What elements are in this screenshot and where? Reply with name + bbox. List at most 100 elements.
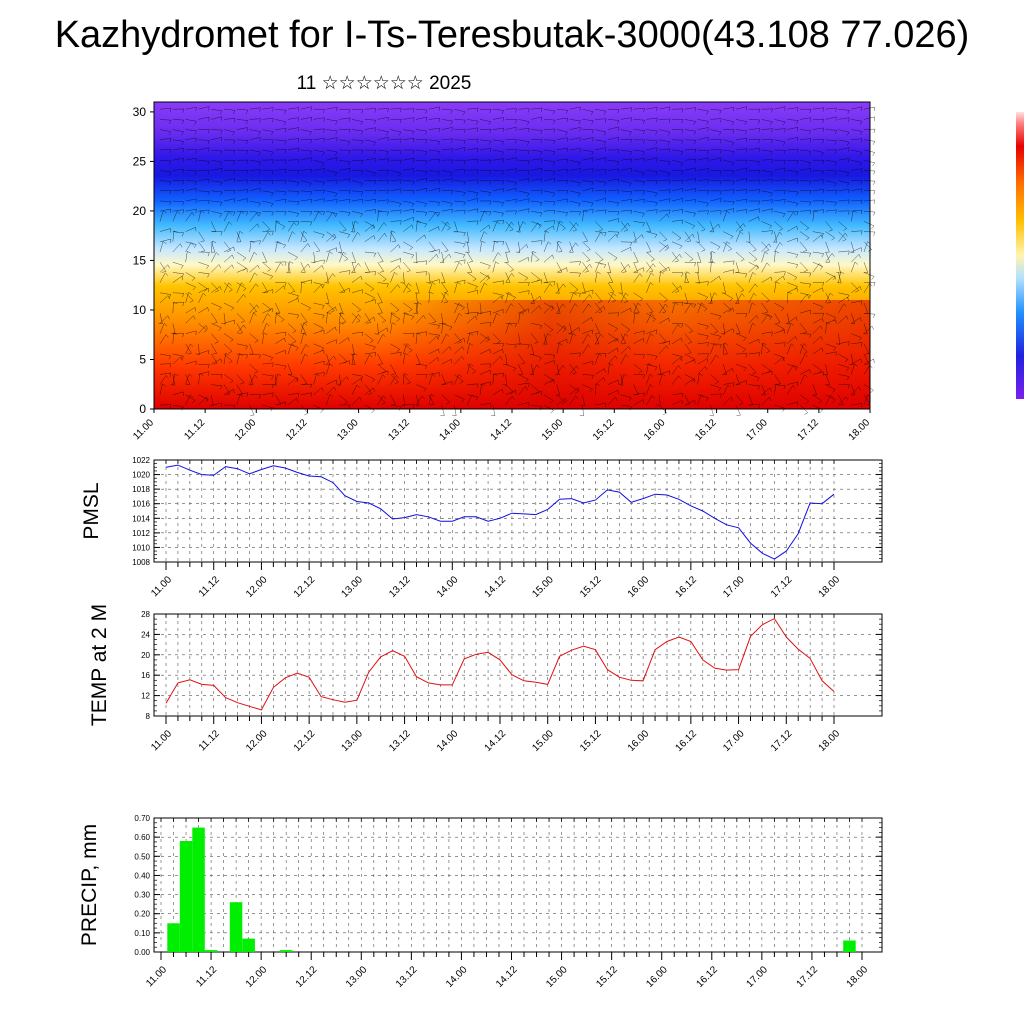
wind-barb — [748, 216, 759, 222]
wind-barb-flag — [566, 148, 568, 153]
wind-barb-flag — [358, 314, 361, 318]
x-tick-label: 17.00 — [744, 417, 770, 443]
wind-barb-flag — [272, 118, 274, 123]
wind-barb-flag — [270, 276, 273, 280]
wind-barb — [236, 119, 248, 121]
wind-barb-flag — [495, 261, 500, 265]
wind-barb — [812, 263, 820, 273]
x-tick-label: 12.12 — [294, 964, 320, 990]
wind-barb — [633, 231, 637, 243]
wind-barb-flag — [541, 178, 543, 183]
wind-barb — [697, 394, 702, 406]
wind-barb-flag — [181, 232, 184, 237]
x-tick-label: 12.00 — [244, 728, 270, 754]
wind-barb-flag — [707, 353, 709, 358]
wind-barb-flag — [238, 393, 243, 396]
wind-barb — [812, 364, 822, 371]
wind-barb — [211, 264, 220, 273]
wind-barb — [569, 327, 579, 334]
wind-barb — [710, 343, 722, 345]
wind-barb — [735, 189, 747, 192]
wind-barb — [351, 276, 362, 283]
wind-barb — [646, 353, 658, 357]
wind-barb-flag — [452, 414, 457, 417]
wind-barb — [351, 210, 363, 215]
wind-barb-flag — [873, 314, 876, 318]
wind-barb — [300, 157, 312, 161]
wind-barb-flag — [771, 179, 773, 184]
wind-barb — [479, 311, 491, 314]
wind-barb — [697, 302, 708, 309]
wind-barb-flag — [233, 211, 236, 216]
wind-barb — [415, 170, 427, 172]
wind-barb — [223, 313, 226, 325]
wind-barb — [761, 221, 772, 227]
wind-barb-flag — [847, 110, 850, 115]
wind-barb — [748, 315, 757, 324]
wind-barb-flag — [412, 108, 415, 113]
wind-barb-flag — [165, 272, 169, 276]
wind-barb — [710, 149, 722, 151]
x-tick-label: 13.00 — [340, 728, 366, 754]
wind-barb-flag — [808, 162, 811, 167]
wind-barb-flag — [280, 319, 285, 323]
wind-barb — [403, 302, 413, 310]
wind-barb — [505, 389, 516, 396]
wind-barb-flag — [386, 131, 389, 136]
wind-barb-flag — [361, 191, 364, 196]
wind-barb-flag — [694, 199, 696, 204]
wind-barb-flag — [277, 403, 282, 406]
wind-barb — [850, 210, 854, 222]
wind-barb — [812, 251, 824, 254]
wind-barb — [825, 139, 837, 142]
wind-barb — [633, 392, 645, 396]
wind-barb — [377, 327, 388, 334]
wind-barb — [543, 323, 554, 330]
wind-barb-flag — [294, 257, 298, 261]
wind-barb-flag — [691, 379, 695, 383]
wind-barb — [454, 168, 466, 171]
wind-barb — [556, 198, 568, 202]
wind-barb — [415, 315, 424, 324]
wind-barb — [582, 187, 594, 192]
wind-barb — [851, 254, 860, 263]
wind-barb — [454, 180, 466, 182]
wind-barb-flag — [822, 107, 824, 112]
wind-barb — [479, 119, 491, 122]
wind-barb-flag — [463, 243, 466, 248]
wind-barb-flag — [541, 107, 543, 112]
wind-barb — [313, 372, 325, 375]
wind-barb — [441, 346, 450, 355]
wind-barb-flag — [408, 350, 413, 353]
wind-barb — [326, 386, 335, 395]
wind-barb-flag — [733, 189, 735, 194]
wind-barb-flag — [871, 276, 875, 280]
wind-barb — [236, 149, 248, 151]
wind-barb-flag — [674, 302, 679, 306]
wind-barb-flag — [738, 229, 743, 232]
wind-barb-flag — [666, 213, 670, 218]
wind-barb — [863, 364, 870, 375]
wind-barb-flag — [706, 110, 709, 115]
wind-barb-flag — [488, 192, 492, 197]
wind-barb-flag — [809, 130, 812, 135]
wind-barb-flag — [870, 390, 874, 393]
precip-bar — [279, 950, 293, 952]
wind-barb-flag — [689, 259, 694, 262]
wind-barb — [338, 312, 341, 324]
wind-barb — [505, 262, 514, 270]
wind-barb-flag — [657, 374, 662, 376]
wind-barb-flag — [755, 283, 758, 288]
wind-barb-flag — [706, 121, 709, 125]
wind-barb — [748, 119, 760, 121]
wind-barb — [313, 189, 325, 192]
wind-barb-flag — [809, 334, 812, 338]
wind-barb — [287, 231, 293, 242]
wind-barb — [646, 333, 651, 344]
wind-barb — [262, 232, 269, 242]
wind-barb-flag — [858, 254, 861, 259]
wind-barb — [723, 139, 734, 143]
wind-barb-flag — [323, 128, 325, 133]
x-tick-label: 17.12 — [769, 728, 795, 754]
wind-barb — [851, 342, 863, 345]
